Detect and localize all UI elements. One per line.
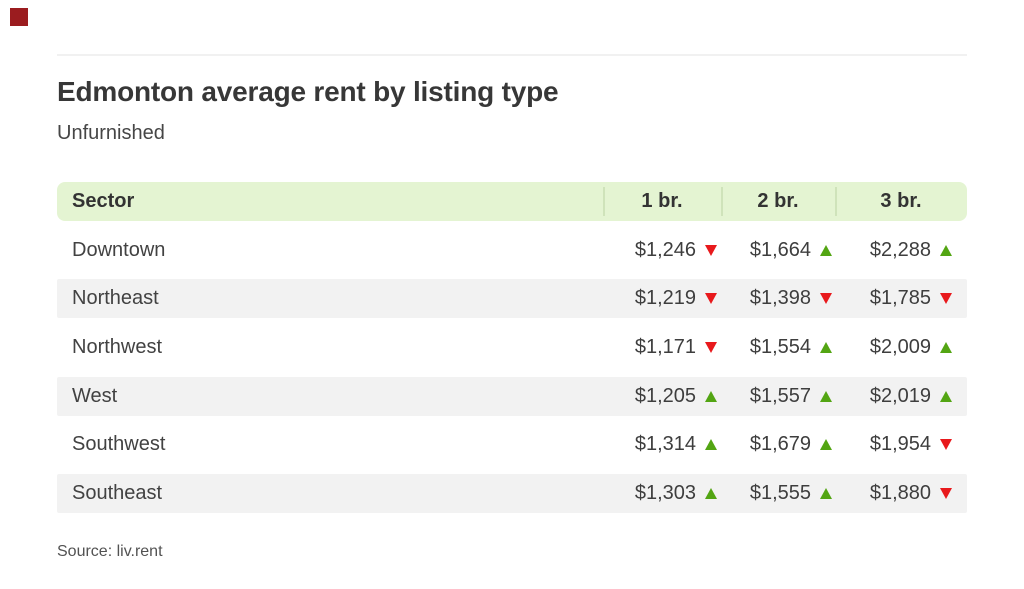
price-value: $1,171 [634,336,696,359]
page-title: Edmonton average rent by listing type [57,76,559,107]
table-row: Southwest $1,314 $1,679 $1,954 [57,425,967,464]
price-cell: $1,219 [603,287,721,310]
header-1br: 1 br. [641,190,683,212]
trend-up-icon [820,439,832,451]
rent-table: Sector 1 br. 2 br. 3 br. Downtown $1,246 $… [57,182,967,523]
table-body: Downtown $1,246 $1,664 $2,288 Northeast $1,21… [57,231,967,514]
trend-down-icon [705,244,717,256]
price-value: $2,009 [869,336,931,359]
page-subtitle: Unfurnished [57,122,165,144]
table-row: Northwest $1,171 $1,554 $2,009 [57,328,967,367]
price-value: $1,954 [869,433,931,456]
table-row: Southeast $1,303 $1,555 $1,880 [57,474,967,514]
price-cell: $1,303 [603,482,721,505]
price-cell: $2,019 [835,385,967,408]
trend-up-icon [705,390,717,402]
trend-down-icon [940,293,952,305]
price-cell: $1,785 [835,287,967,310]
trend-up-icon [940,390,952,402]
price-value: $1,880 [869,482,931,505]
trend-up-icon [820,244,832,256]
trend-down-icon [820,293,832,305]
trend-up-icon [820,488,832,500]
price-cell: $2,009 [835,336,967,359]
top-divider [57,54,967,56]
price-cell: $1,246 [603,239,721,262]
sector-name: Downtown [72,238,166,261]
price-value: $1,246 [634,238,696,261]
header-3br: 3 br. [880,190,922,212]
header-2br: 2 br. [757,190,799,212]
price-value: $1,785 [869,287,931,310]
header-divider [835,187,837,216]
table-row: Downtown $1,246 $1,664 $2,288 [57,231,967,270]
header-divider [721,187,723,216]
price-value: $1,557 [749,384,811,407]
table-row: Northeast $1,219 $1,398 $1,785 [57,279,967,319]
sector-name: Southwest [72,433,166,456]
trend-down-icon [705,342,717,354]
trend-down-icon [940,488,952,500]
price-value: $1,219 [634,287,696,310]
trend-up-icon [705,439,717,451]
price-value: $1,555 [749,482,811,505]
price-value: $1,303 [634,482,696,505]
trend-down-icon [940,439,952,451]
sector-name: West [72,384,118,407]
price-cell: $2,288 [835,239,967,262]
brand-mark-icon [10,8,28,26]
price-cell: $1,664 [721,239,835,262]
table-header-row: Sector 1 br. 2 br. 3 br. [57,182,967,221]
sector-name: Northeast [72,287,159,310]
price-value: $2,019 [869,384,931,407]
price-value: $1,554 [749,336,811,359]
price-cell: $1,398 [721,287,835,310]
price-value: $1,314 [634,433,696,456]
trend-up-icon [705,488,717,500]
price-value: $2,288 [869,238,931,261]
table-row: West $1,205 $1,557 $2,019 [57,376,967,416]
trend-up-icon [940,244,952,256]
price-cell: $1,555 [721,482,835,505]
price-value: $1,398 [749,287,811,310]
header-sector: Sector [72,190,135,212]
price-cell: $1,880 [835,482,967,505]
price-cell: $1,554 [721,336,835,359]
price-cell: $1,679 [721,433,835,456]
price-cell: $1,314 [603,433,721,456]
price-cell: $1,205 [603,385,721,408]
price-value: $1,664 [749,238,811,261]
price-cell: $1,557 [721,385,835,408]
trend-down-icon [705,293,717,305]
header-divider [603,187,605,216]
trend-up-icon [820,390,832,402]
source-note: Source: liv.rent [57,543,163,560]
price-value: $1,205 [634,384,696,407]
price-cell: $1,171 [603,336,721,359]
price-cell: $1,954 [835,433,967,456]
sector-name: Southeast [72,482,163,505]
price-value: $1,679 [749,433,811,456]
trend-up-icon [820,342,832,354]
sector-name: Northwest [72,336,163,359]
trend-up-icon [940,342,952,354]
